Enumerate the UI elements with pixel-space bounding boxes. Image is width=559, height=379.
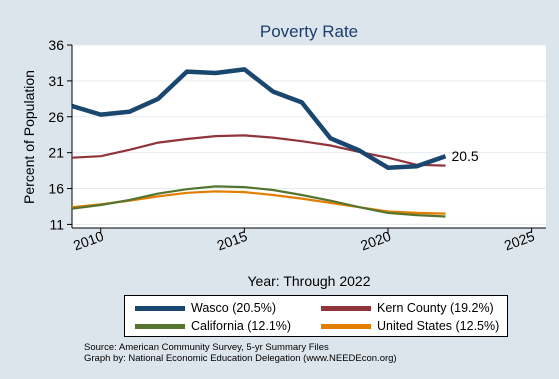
gridlines <box>72 44 546 225</box>
x-tick-label-2020: 2020 <box>358 228 393 254</box>
legend-label-california: California (12.1%) <box>191 319 292 333</box>
series-group <box>71 67 447 218</box>
credit-note: Graph by: National Economic Education De… <box>84 353 397 364</box>
axes <box>67 44 546 233</box>
x-axis-title: Year: Through 2022 <box>248 273 371 289</box>
legend-swatch-united-states <box>321 323 371 329</box>
legend-swatch-california <box>135 323 185 329</box>
legend-item-united-states: United States (12.5%) <box>321 318 499 334</box>
y-tick-label-16: 16 <box>48 181 64 197</box>
y-tick-label-21: 21 <box>48 145 64 161</box>
legend-item-wasco: Wasco (20.5%) <box>135 300 276 316</box>
legend-label-kern-county: Kern County (19.2%) <box>377 301 494 315</box>
chart-title: Poverty Rate <box>260 22 358 41</box>
legend: Wasco (20.5%) Kern County (19.2%) Califo… <box>124 295 508 337</box>
x-tick-label-2010: 2010 <box>71 228 106 254</box>
series-line-wasco <box>71 67 447 170</box>
legend-item-kern-county: Kern County (19.2%) <box>321 300 494 316</box>
source-note: Source: American Community Survey, 5-yr … <box>84 342 329 353</box>
legend-swatch-kern-county <box>321 305 371 311</box>
y-tick-label-36: 36 <box>48 37 64 53</box>
legend-label-wasco: Wasco (20.5%) <box>191 301 276 315</box>
y-tick-label-11: 11 <box>49 216 64 232</box>
y-tick-label-31: 31 <box>48 73 64 89</box>
legend-item-california: California (12.1%) <box>135 318 291 334</box>
x-tick-label-2025: 2025 <box>502 228 537 254</box>
y-axis-title: Percent of Population <box>21 70 37 204</box>
series-line-california <box>71 185 446 218</box>
y-tick-label-26: 26 <box>48 109 64 125</box>
legend-swatch-wasco <box>135 305 185 311</box>
series-line-kern-county <box>71 134 446 167</box>
end-value-label: 20.5 <box>451 148 478 164</box>
chart-notes: Source: American Community Survey, 5-yr … <box>84 342 397 364</box>
x-tick-label-2015: 2015 <box>215 228 250 254</box>
legend-label-united-states: United States (12.5%) <box>377 319 500 333</box>
